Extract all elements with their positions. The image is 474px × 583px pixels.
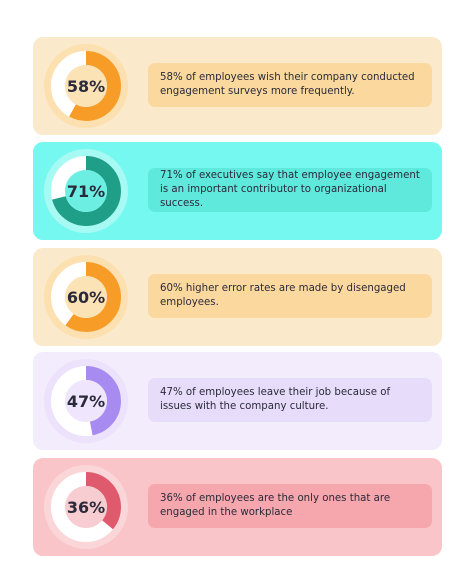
donut: 58% [44, 44, 128, 128]
stat-text: 58% of employees wish their company cond… [148, 63, 432, 107]
stat-card: 36% 36% of employees are the only ones th… [33, 458, 442, 556]
stat-text: 47% of employees leave their job because… [148, 378, 432, 422]
donut: 36% [44, 465, 128, 549]
stat-card: 60% 60% higher error rates are made by di… [33, 248, 442, 346]
donut: 47% [44, 359, 128, 443]
donut: 71% [44, 149, 128, 233]
donut-arc [51, 51, 121, 121]
donut-center [65, 65, 107, 107]
stat-card: 71% 71% of executives say that employee e… [33, 142, 442, 240]
stat-text: 36% of employees are the only ones that … [148, 484, 432, 528]
donut-center [65, 380, 107, 422]
donut-label: 36% [67, 498, 105, 517]
donut-label: 71% [67, 182, 105, 201]
stat-text: 71% of executives say that employee enga… [148, 168, 432, 212]
donut-arc [51, 472, 121, 542]
stat-text: 60% higher error rates are made by disen… [148, 274, 432, 318]
donut-label: 47% [67, 392, 105, 411]
donut-label: 58% [67, 77, 105, 96]
stat-card: 47% 47% of employees leave their job beca… [33, 352, 442, 450]
donut-arc [51, 366, 121, 436]
donut-arc [51, 262, 121, 332]
donut: 60% [44, 255, 128, 339]
stat-card: 58% 58% of employees wish their company c… [33, 37, 442, 135]
donut-arc [51, 156, 121, 226]
donut-center [65, 276, 107, 318]
donut-label: 60% [67, 288, 105, 307]
donut-center [65, 486, 107, 528]
donut-center [65, 170, 107, 212]
